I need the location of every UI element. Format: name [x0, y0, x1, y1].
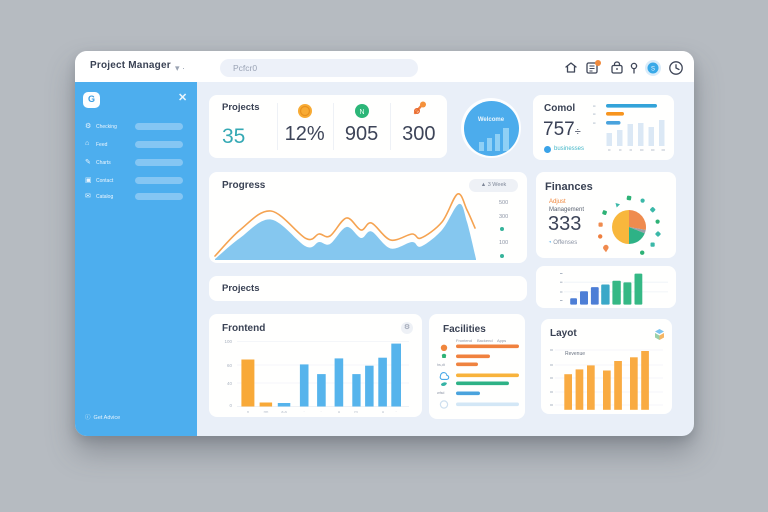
svg-text:·: ·	[395, 409, 396, 414]
svg-text:·: ·	[303, 409, 304, 414]
svg-text:u: u	[382, 409, 384, 414]
svg-text:Revenue: Revenue	[565, 351, 585, 357]
svg-text:m: m	[354, 409, 358, 414]
svg-text:n: n	[247, 409, 249, 414]
svg-text:100: 100	[224, 339, 232, 344]
svg-text:60: 60	[227, 363, 233, 368]
svg-text:u: u	[338, 409, 340, 414]
svg-text:N: N	[359, 109, 364, 116]
svg-text:Apps: Apps	[497, 338, 506, 343]
svg-text:S: S	[651, 67, 655, 73]
svg-text:wfsd: wfsd	[437, 391, 444, 395]
svg-text:hs,dt: hs,dt	[437, 363, 445, 367]
svg-text:40: 40	[227, 381, 233, 386]
svg-text:rm: rm	[264, 409, 269, 414]
svg-text:Backend: Backend	[477, 338, 493, 343]
svg-text:a.a: a.a	[281, 409, 287, 414]
svg-text:Frontend: Frontend	[456, 338, 472, 343]
svg-text:0: 0	[229, 403, 232, 408]
svg-text:·: ·	[320, 409, 321, 414]
